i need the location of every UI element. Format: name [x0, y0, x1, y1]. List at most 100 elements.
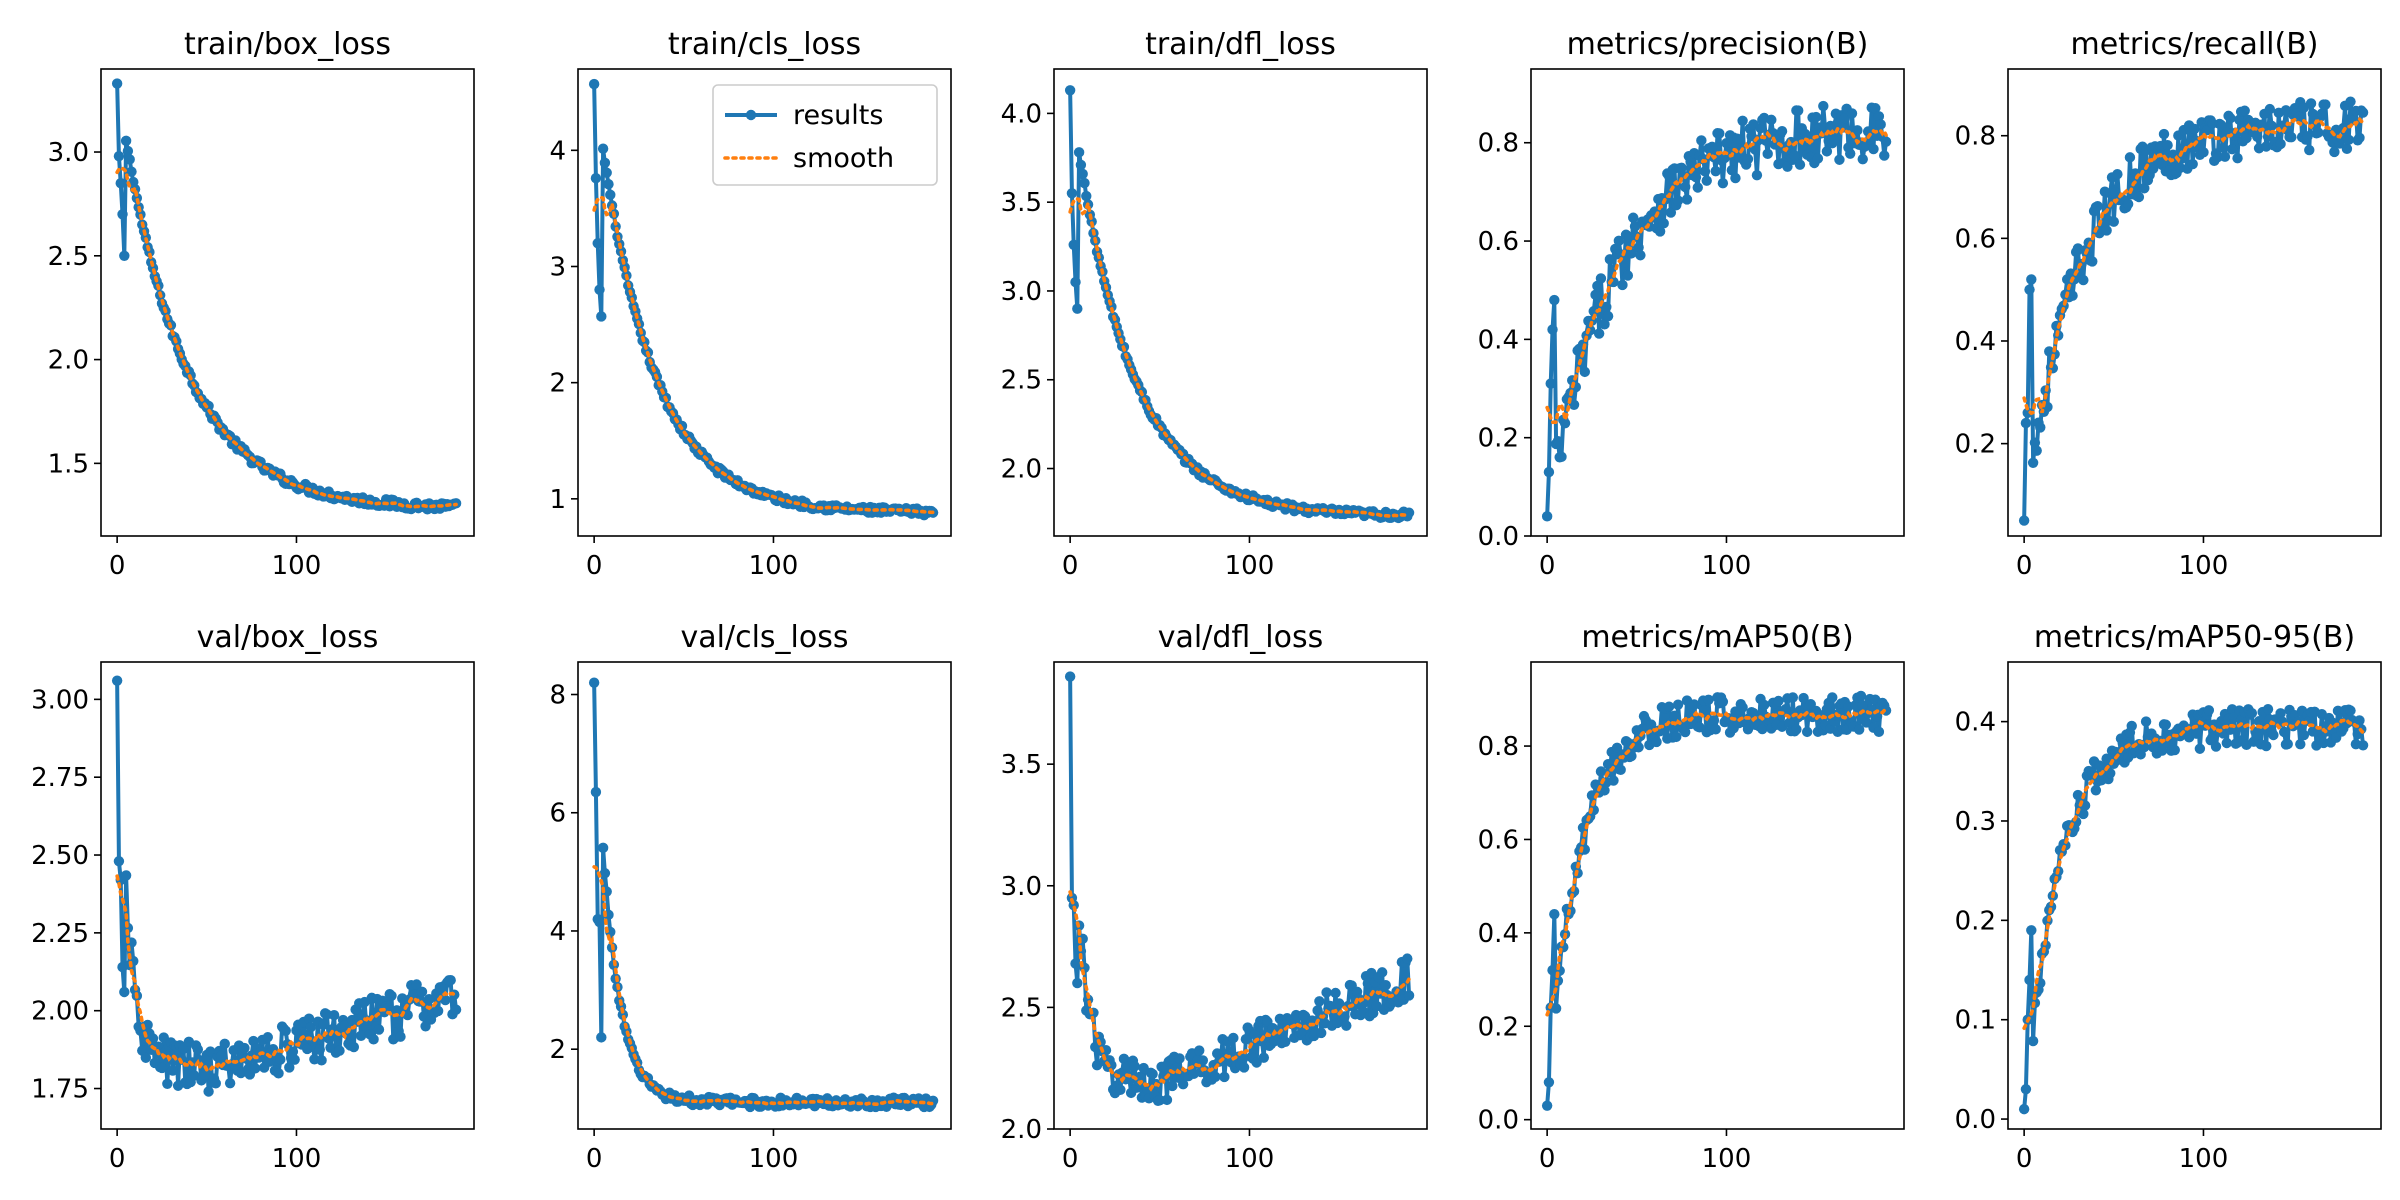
data-point [334, 1046, 344, 1056]
data-point [1594, 328, 1604, 338]
data-point [316, 1055, 326, 1065]
data-point [1542, 511, 1552, 521]
data-point [1711, 166, 1721, 176]
data-point [1556, 452, 1566, 462]
data-point [1788, 692, 1798, 702]
data-point [445, 975, 455, 985]
subplot-title: val/cls_loss [681, 620, 849, 655]
results-line [117, 84, 456, 510]
data-point [2024, 284, 2034, 294]
y-tick-label: 2.50 [31, 841, 89, 871]
data-point [603, 179, 613, 189]
data-point [598, 144, 608, 154]
x-tick-label: 0 [1062, 1144, 1079, 1174]
data-point [1673, 195, 1683, 205]
data-point [112, 675, 122, 685]
data-point [2232, 153, 2242, 163]
data-point [2195, 744, 2205, 754]
x-tick-label: 100 [2179, 1144, 2229, 1174]
data-point [1546, 378, 1556, 388]
subplot-title: val/dfl_loss [1158, 620, 1323, 655]
data-point [2263, 704, 2273, 714]
y-tick-label: 0.4 [1955, 327, 1996, 357]
data-point [275, 1054, 285, 1064]
data-point [1702, 176, 1712, 186]
data-point [395, 1032, 405, 1042]
data-point [2134, 192, 2144, 202]
data-point [1542, 1100, 1552, 1110]
subplot-0: train/box_loss 1.5 2.0 2.5 3.0 0 100 [48, 27, 474, 581]
y-tick-label: 1.75 [31, 1075, 89, 1105]
data-point [216, 1051, 226, 1061]
x-tick-label: 100 [272, 1144, 322, 1174]
data-point [2268, 730, 2278, 740]
data-point [2101, 225, 2111, 235]
data-point [1813, 153, 1823, 163]
y-tick-label: 2.0 [1001, 1115, 1042, 1145]
y-tick-label: 1.5 [48, 449, 89, 479]
y-tick-label: 2.0 [48, 346, 89, 376]
smooth-line [1547, 710, 1886, 1014]
x-tick-label: 100 [1702, 551, 1752, 581]
y-tick-label: 0.0 [1478, 522, 1519, 552]
data-point [1381, 980, 1391, 990]
y-tick-label: 3.0 [48, 138, 89, 168]
data-point [2162, 140, 2172, 150]
data-point [1691, 172, 1701, 182]
y-tick-label: 0.3 [1955, 807, 1996, 837]
data-point [2266, 121, 2276, 131]
data-point [1617, 280, 1627, 290]
data-point [1402, 953, 1412, 963]
data-point [2345, 96, 2355, 106]
data-point [1696, 135, 1706, 145]
data-point [1732, 134, 1742, 144]
data-point [1115, 1085, 1125, 1095]
y-tick-label: 2 [549, 1035, 566, 1065]
subplot-title: train/cls_loss [668, 27, 861, 62]
subplot-5: val/box_loss 1.75 2.00 2.25 2.50 2.75 3.00 0 100 [31, 620, 474, 1174]
data-point [1280, 1037, 1290, 1047]
subplot-6: val/cls_loss 2 4 6 8 0 100 [549, 620, 951, 1174]
data-point [1874, 727, 1884, 737]
y-tick-label: 3.0 [1001, 277, 1042, 307]
x-tick-label: 0 [2016, 551, 2033, 581]
data-point [2024, 975, 2034, 985]
subplot-title: val/box_loss [197, 620, 379, 655]
data-point [2092, 201, 2102, 211]
data-point [1174, 1053, 1184, 1063]
y-tick-label: 4 [549, 917, 566, 947]
data-point [2358, 740, 2368, 750]
data-point [386, 991, 396, 1001]
data-point [2021, 1084, 2031, 1094]
data-point [1259, 1052, 1269, 1062]
data-point [2211, 741, 2221, 751]
data-point [1321, 987, 1331, 997]
data-point [1856, 691, 1866, 701]
data-point [2227, 144, 2237, 154]
data-point [1811, 112, 1821, 122]
x-tick-label: 0 [586, 551, 603, 581]
data-point [1737, 116, 1747, 126]
data-point [1590, 290, 1600, 300]
data-point [1845, 148, 1855, 158]
y-tick-label: 8 [549, 681, 566, 711]
subplot-title: metrics/mAP50(B) [1581, 620, 1853, 655]
legend: resultssmooth [713, 85, 937, 185]
data-point [289, 1054, 299, 1064]
data-point [1818, 101, 1828, 111]
data-point [1673, 699, 1683, 709]
data-point [168, 1065, 178, 1075]
subplot-9: metrics/mAP50-95(B)0.00.10.20.30.40 100 [1955, 620, 2381, 1174]
data-point [591, 173, 601, 183]
x-tick-label: 0 [1539, 551, 1556, 581]
data-point [1680, 182, 1690, 192]
data-point [281, 1026, 291, 1036]
y-tick-label: 0.6 [1478, 227, 1519, 257]
data-point [1777, 126, 1787, 136]
data-point [1544, 467, 1554, 477]
data-point [1703, 695, 1713, 705]
y-tick-label: 0.2 [1955, 430, 1996, 460]
data-point [600, 158, 610, 168]
data-point [1065, 671, 1075, 681]
x-tick-label: 100 [1225, 1144, 1275, 1174]
